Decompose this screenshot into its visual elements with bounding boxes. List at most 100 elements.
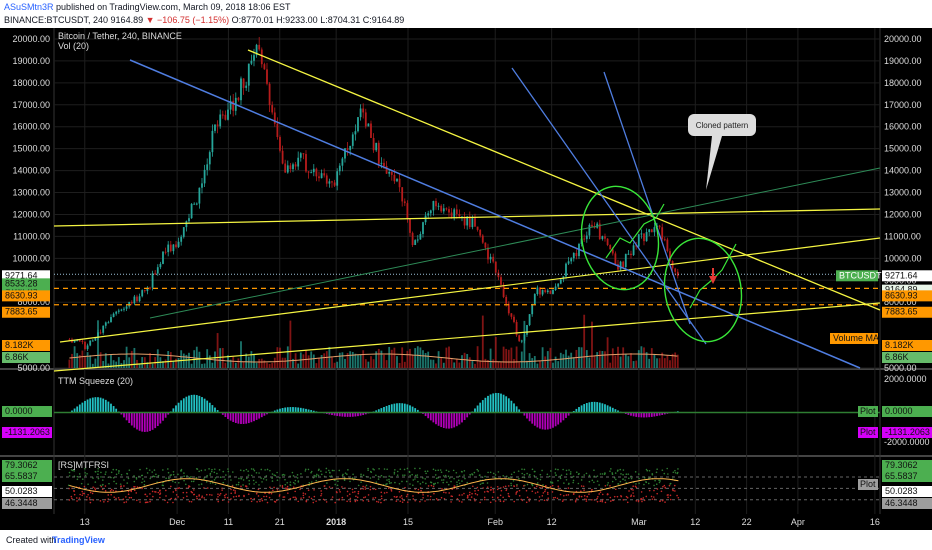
volume-bar [388, 346, 391, 368]
rsi-dot [265, 479, 268, 481]
rsi-dot [268, 496, 271, 499]
rsi-dot [304, 468, 307, 471]
rsi-dot [499, 500, 502, 502]
squeeze-bar [507, 398, 510, 413]
squeeze-bar [328, 412, 331, 415]
rsi-dot [338, 469, 341, 472]
author-link[interactable]: ASuSMtn3R [4, 2, 54, 12]
rsi-dot [624, 479, 626, 481]
squeeze-bar [567, 412, 570, 416]
rsi-dot [450, 480, 452, 483]
rsi-dot [565, 473, 568, 475]
rsi-dot [427, 485, 430, 487]
volume-bar [396, 356, 398, 368]
y-tick-label-left: 19000.00 [12, 56, 50, 66]
squeeze-bar [424, 412, 427, 417]
rsi-dot [276, 471, 278, 474]
rsi-dot [383, 492, 386, 494]
left-tag: 9271.64 [5, 270, 38, 280]
candle-body [115, 311, 118, 314]
volume-bar [234, 362, 237, 368]
rsi-dot [282, 496, 285, 498]
candle-body [130, 301, 133, 304]
rsi-dot [426, 470, 429, 473]
candle-body [645, 232, 648, 242]
volume-bar [68, 359, 71, 368]
squeeze-bar [518, 409, 521, 413]
rsi-dot [209, 493, 211, 496]
squeeze-bar [266, 412, 268, 415]
squeeze-bar [635, 412, 638, 417]
rsi-dot [243, 495, 245, 498]
rsi-dot [70, 495, 73, 498]
volume-bar [502, 346, 505, 368]
left-squeeze-tag: -1131.2063 [5, 427, 50, 437]
volume-bar [432, 359, 435, 368]
candle-body [102, 325, 105, 333]
squeeze-bar [437, 412, 440, 426]
squeeze-bar [502, 394, 505, 413]
rsi-dot [320, 473, 323, 476]
volume-bar [281, 357, 284, 368]
squeeze-bar [242, 412, 245, 425]
volume-bar [650, 348, 653, 368]
rsi-dot [363, 496, 365, 499]
rsi-dot [86, 496, 88, 498]
candle-body [669, 251, 671, 262]
volume-bar [242, 361, 245, 368]
volume-bar [375, 351, 378, 368]
rsi-dot [81, 478, 84, 480]
tradingview-logo[interactable]: TradingView [52, 535, 105, 545]
squeeze-bar [250, 412, 253, 423]
volume-bar [266, 362, 268, 368]
volume-bar [585, 350, 588, 368]
rsi-dot [278, 495, 281, 497]
rsi-dot [625, 481, 628, 484]
rsi-dot [386, 468, 388, 471]
rsi-dot [497, 471, 500, 473]
volume-bar [172, 361, 175, 368]
volume-bar [435, 363, 437, 368]
rsi-dot [258, 484, 260, 486]
rsi-dot [677, 496, 680, 499]
volume-bar [104, 353, 107, 368]
rsi-dot [200, 483, 203, 485]
rsi-dot [448, 470, 450, 473]
rsi-dot [544, 488, 547, 491]
time-axis-strip [0, 514, 932, 530]
rsi-dot [583, 495, 586, 497]
squeeze-plot-tag-bg [858, 427, 878, 438]
squeeze-bar [549, 412, 552, 429]
candle-body [146, 287, 149, 292]
volume-bar [567, 355, 570, 368]
rsi-dot [97, 473, 99, 476]
rsi-dot [531, 490, 534, 493]
rsi-dot [219, 492, 222, 495]
squeeze-bar [284, 407, 287, 413]
rsi-dot [335, 491, 338, 493]
candle-body [307, 171, 310, 173]
volume-bar [271, 362, 274, 368]
rsi-dot [443, 497, 446, 500]
rsi-dot [513, 500, 516, 503]
rsi-dot [221, 489, 223, 491]
squeeze-bar [123, 412, 125, 418]
volume-bar [341, 352, 344, 368]
rsi-dot [94, 471, 97, 473]
candle-body [276, 123, 279, 138]
rsi-dot [338, 488, 341, 491]
rsi-dot [569, 471, 572, 473]
rsi-dot [186, 495, 188, 498]
rsi-dot [539, 478, 542, 481]
rsi-dot [676, 494, 678, 497]
rsi-dot [396, 470, 399, 473]
rsi-dot [578, 472, 580, 475]
rsi-dot [320, 492, 323, 495]
candle-body [245, 85, 248, 88]
squeeze-bar [364, 412, 367, 415]
rsi-dot [297, 480, 300, 482]
squeeze-bar [505, 396, 508, 413]
rsi-dot [536, 482, 539, 484]
squeeze-bar [344, 412, 346, 417]
